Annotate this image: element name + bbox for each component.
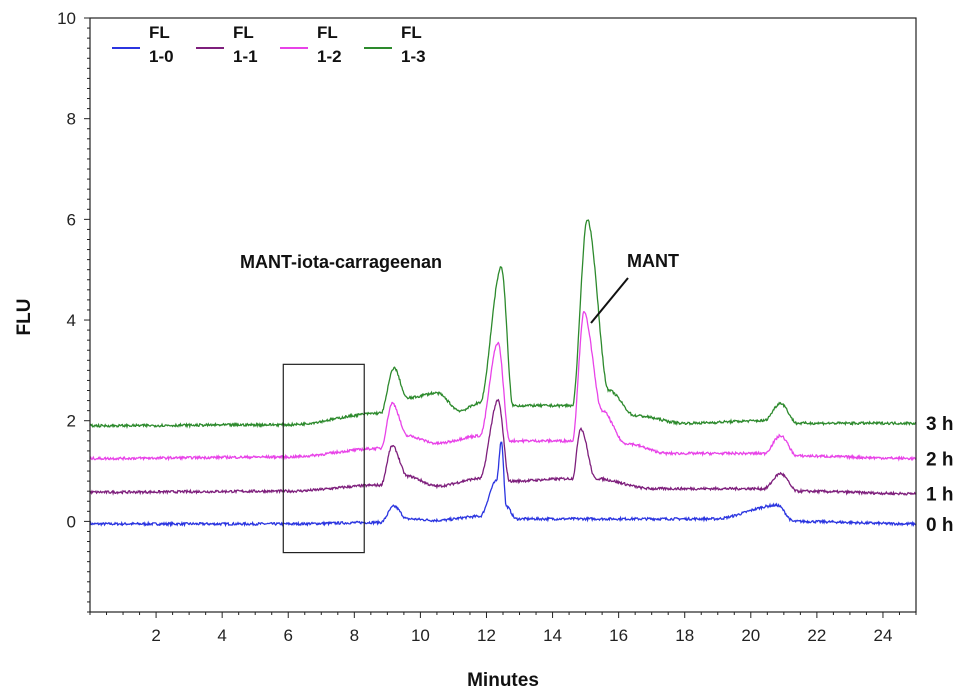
legend-label-line1: FL xyxy=(317,23,338,42)
y-tick-label: 2 xyxy=(67,412,76,431)
time-label-1h: 1 h xyxy=(926,485,953,506)
annotation-mant: MANT xyxy=(627,251,679,271)
x-axis-title: Minutes xyxy=(467,670,539,691)
legend-label-line1: FL xyxy=(401,23,422,42)
x-tick-label: 12 xyxy=(477,626,496,645)
legend-item-1-2: FL 1-2 xyxy=(280,23,342,66)
time-label-3h: 3 h xyxy=(926,414,953,435)
legend-label-line2: 1-2 xyxy=(317,47,342,66)
x-tick-label: 6 xyxy=(284,626,293,645)
y-axis-title: FLU xyxy=(14,299,35,336)
annotation-mant-iota-carrageenan: MANT-iota-carrageenan xyxy=(240,252,442,272)
y-tick-label: 8 xyxy=(67,110,76,129)
x-tick-label: 2 xyxy=(151,626,160,645)
legend-label-line1: FL xyxy=(149,23,170,42)
series-trace-1-0 xyxy=(89,441,917,528)
x-tick-label: 10 xyxy=(411,626,430,645)
x-axis: 2 4 6 8 10 12 14 16 18 20 22 24 xyxy=(89,612,917,645)
x-tick-label: 22 xyxy=(807,626,826,645)
chart-traces xyxy=(89,219,917,528)
legend-label-line1: FL xyxy=(233,23,254,42)
series-trace-1-3 xyxy=(89,219,917,430)
y-tick-label: 4 xyxy=(67,311,76,330)
x-tick-label: 18 xyxy=(675,626,694,645)
y-axis: 0 2 4 6 8 10 xyxy=(57,9,90,613)
mant-iota-carrageenan-region-box xyxy=(282,363,365,554)
time-labels: 0 h 1 h 2 h 3 h xyxy=(926,414,953,536)
x-tick-label: 4 xyxy=(217,626,226,645)
time-label-0h: 0 h xyxy=(926,515,953,536)
time-label-2h: 2 h xyxy=(926,449,953,470)
annotation-mant-pointer xyxy=(590,277,629,324)
y-tick-label: 10 xyxy=(57,9,76,28)
x-tick-label: 8 xyxy=(350,626,359,645)
legend: FL 1-0 FL 1-1 FL 1-2 FL 1-3 xyxy=(112,23,426,66)
legend-item-1-3: FL 1-3 xyxy=(364,23,426,66)
legend-item-1-1: FL 1-1 xyxy=(196,23,258,66)
legend-item-1-0: FL 1-0 xyxy=(112,23,174,66)
x-tick-label: 14 xyxy=(543,626,562,645)
legend-label-line2: 1-3 xyxy=(401,47,426,66)
y-tick-label: 6 xyxy=(67,210,76,229)
series-trace-1-1 xyxy=(89,398,917,496)
x-tick-label: 20 xyxy=(741,626,760,645)
x-tick-label: 24 xyxy=(873,626,892,645)
legend-label-line2: 1-0 xyxy=(149,47,174,66)
x-tick-label: 16 xyxy=(609,626,628,645)
legend-label-line2: 1-1 xyxy=(233,47,258,66)
y-tick-label: 0 xyxy=(67,512,76,531)
series-trace-1-2 xyxy=(89,311,917,462)
